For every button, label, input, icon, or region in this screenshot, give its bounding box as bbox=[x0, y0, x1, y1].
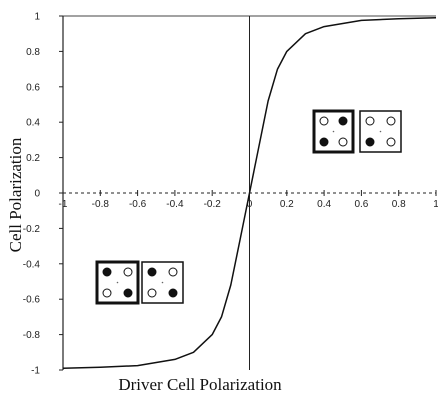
filled-dot bbox=[168, 288, 178, 298]
curve bbox=[62, 17, 437, 369]
x-axis-label: Driver Cell Polarization bbox=[118, 375, 282, 394]
open-dot bbox=[168, 267, 178, 277]
open-dot bbox=[386, 137, 396, 147]
x-tick-label: -0.4 bbox=[166, 199, 184, 210]
filled-dot bbox=[147, 267, 157, 277]
center-dot bbox=[379, 130, 382, 133]
filled-dot bbox=[365, 137, 375, 147]
y-tick-label: 0.6 bbox=[26, 82, 40, 93]
y-tick-label: 0.4 bbox=[26, 118, 40, 129]
x-tick-label: 0.2 bbox=[280, 199, 294, 210]
tick-labels: 1 0.8 0.6 0.4 0.2 0 -0.2 -0.4 -0.6 -0.8 -1 -1 -0.8 -0… bbox=[23, 12, 438, 377]
y-tick-label: -0.8 bbox=[23, 330, 41, 341]
filled-dot bbox=[338, 116, 348, 126]
y-axis-label: Cell Polarization bbox=[6, 137, 25, 252]
center-dot bbox=[116, 281, 119, 284]
y-tick-label: 0 bbox=[34, 189, 40, 200]
open-dot bbox=[319, 116, 329, 126]
center-dot bbox=[332, 130, 335, 133]
x-tick-label: -0.6 bbox=[129, 199, 147, 210]
filled-dot bbox=[319, 137, 329, 147]
x-tick-label: 1 bbox=[433, 199, 438, 210]
cell-diagrams bbox=[95, 109, 402, 305]
open-dot bbox=[147, 288, 157, 298]
y-tick-label: 0.8 bbox=[26, 47, 40, 58]
positive-output-cell bbox=[359, 110, 402, 153]
y-tick-label: -0.2 bbox=[23, 224, 41, 235]
x-tick-label: 0.8 bbox=[392, 199, 406, 210]
negative-output-cell bbox=[141, 261, 184, 304]
open-dot bbox=[365, 116, 375, 126]
open-dot bbox=[386, 116, 396, 126]
x-tick-label: 0.4 bbox=[317, 199, 331, 210]
open-dot bbox=[338, 137, 348, 147]
open-dot bbox=[102, 288, 112, 298]
y-tick-label: -0.4 bbox=[23, 259, 41, 270]
filled-dot bbox=[102, 267, 112, 277]
y-tick-label: 1 bbox=[34, 12, 40, 23]
positive-driver-cell bbox=[312, 109, 355, 154]
center-dot bbox=[161, 281, 164, 284]
x-tick-label: -1 bbox=[59, 199, 68, 210]
y-tick-label: -0.6 bbox=[23, 295, 41, 306]
series-line-0 bbox=[62, 17, 437, 369]
y-tick-label: -1 bbox=[31, 366, 40, 377]
x-tick-label: -0.2 bbox=[204, 199, 222, 210]
y-tick-label: 0.2 bbox=[26, 153, 40, 164]
x-tick-label: -0.8 bbox=[92, 199, 110, 210]
negative-driver-cell bbox=[95, 260, 140, 305]
x-tick-label: 0 bbox=[247, 199, 253, 210]
filled-dot bbox=[123, 288, 133, 298]
x-tick-label: 0.6 bbox=[354, 199, 368, 210]
open-dot bbox=[123, 267, 133, 277]
